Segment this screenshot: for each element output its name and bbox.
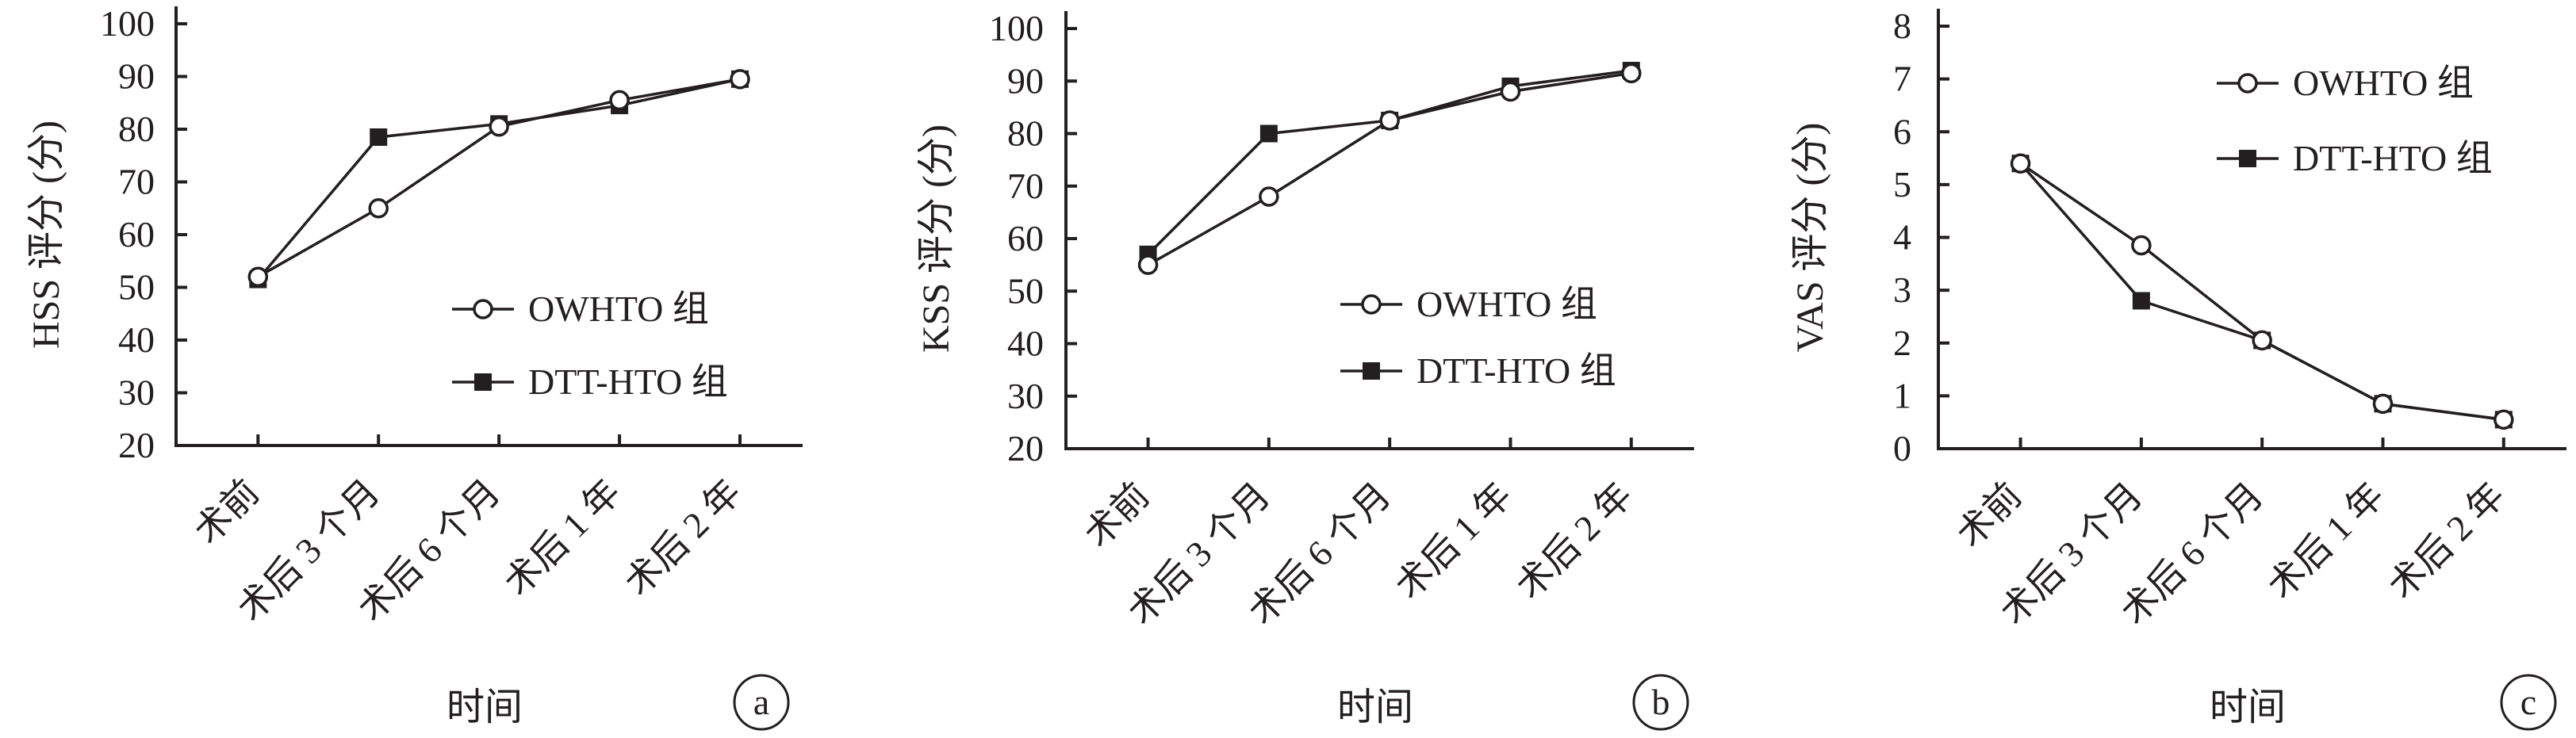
y-tick-label: 50 <box>1007 270 1044 311</box>
data-point-dtt-hto <box>1259 124 1278 143</box>
y-tick-label: 20 <box>118 425 155 465</box>
y-tick-label: 2 <box>1893 323 1911 363</box>
series-line-owhto <box>2019 162 2505 422</box>
legend-marker-dtt-hto <box>474 373 492 391</box>
data-point-owhto <box>1137 254 1159 275</box>
data-point-owhto <box>368 198 389 219</box>
legend-marker-owhto <box>1361 294 1382 315</box>
x-axis-title: 时间 <box>2210 686 2286 728</box>
y-tick-label: 100 <box>989 8 1044 48</box>
data-point-owhto <box>1500 81 1521 102</box>
data-point-owhto <box>2372 393 2394 415</box>
data-point-owhto <box>247 266 269 287</box>
y-tick-label: 1 <box>1893 375 1911 415</box>
data-point-owhto <box>609 90 630 111</box>
data-point-owhto <box>2494 409 2514 430</box>
panel-label-circle <box>733 674 790 731</box>
data-point-owhto <box>730 69 750 90</box>
panel-label-circle <box>2500 674 2557 731</box>
y-tick-label: 70 <box>1007 166 1044 206</box>
y-tick-label: 7 <box>1893 59 1911 99</box>
data-point-owhto <box>2131 235 2152 256</box>
y-axis-title: HSS 评分 (分) <box>25 120 67 349</box>
y-tick-label: 90 <box>1007 60 1044 101</box>
x-tick-label: 术后 1 年 <box>1387 475 1519 606</box>
data-point-dtt-hto <box>2132 292 2150 310</box>
legend-marker-dtt-hto <box>2239 150 2256 167</box>
y-axis-title: VAS 评分 (分) <box>1789 123 1831 353</box>
panel-label-circle <box>1632 674 1689 731</box>
x-tick-label: 术后 1 年 <box>2260 475 2391 606</box>
data-point-owhto <box>489 116 509 137</box>
y-tick-label: 8 <box>1893 6 1911 46</box>
y-tick-label: 30 <box>1007 376 1044 416</box>
data-point-owhto <box>1621 63 1642 84</box>
legend-marker-dtt-hto <box>1363 362 1380 380</box>
panel-label: a <box>753 682 769 722</box>
legend-marker-owhto <box>2237 73 2258 94</box>
data-point-dtt-hto <box>370 128 388 146</box>
y-tick-label: 90 <box>118 56 155 97</box>
y-tick-label: 3 <box>1893 270 1911 310</box>
y-axis-title: KSS 评分 (分) <box>915 124 957 353</box>
y-tick-label: 70 <box>118 162 155 202</box>
y-tick-label: 60 <box>118 214 155 254</box>
legend-label: DTT-HTO 组 <box>528 361 728 402</box>
series-line-dtt-hto <box>2019 163 2505 422</box>
x-axis-title: 时间 <box>447 686 523 728</box>
y-tick-label: 6 <box>1893 111 1911 151</box>
y-tick-label: 80 <box>118 109 155 149</box>
series-line-owhto <box>257 78 741 278</box>
x-tick-label: 术后 2 年 <box>1508 475 1640 606</box>
y-tick-label: 80 <box>1007 113 1044 154</box>
panel-label: c <box>2520 682 2536 722</box>
data-point-owhto <box>2010 153 2031 174</box>
y-tick-label: 20 <box>1007 428 1044 468</box>
y-tick-label: 40 <box>1007 323 1044 364</box>
series-line-dtt-hto <box>256 78 741 281</box>
x-tick-label: 术前 <box>1077 475 1157 555</box>
y-tick-label: 5 <box>1893 164 1911 205</box>
y-tick-label: 100 <box>100 3 155 44</box>
legend-label: OWHTO 组 <box>528 289 709 329</box>
y-tick-label: 30 <box>118 373 155 413</box>
x-axis-title: 时间 <box>1337 686 1413 728</box>
data-point-owhto <box>1259 186 1279 207</box>
x-tick-label: 术后 2 年 <box>617 472 749 603</box>
legend-label: DTT-HTO 组 <box>1416 350 1616 391</box>
x-tick-label: 术前 <box>1949 475 2030 555</box>
series-line-dtt-hto <box>1147 69 1632 256</box>
y-tick-label: 50 <box>118 267 155 308</box>
panel-label: b <box>1652 682 1670 722</box>
legend-label: OWHTO 组 <box>2293 63 2474 103</box>
y-tick-label: 60 <box>1007 218 1044 258</box>
data-point-owhto <box>2252 330 2272 351</box>
legend-label: DTT-HTO 组 <box>2293 138 2493 178</box>
y-tick-label: 0 <box>1893 428 1911 468</box>
y-tick-label: 4 <box>1893 217 1911 258</box>
x-tick-label: 术后 2 年 <box>2381 475 2513 606</box>
legend-label: OWHTO 组 <box>1416 284 1597 324</box>
data-point-owhto <box>1379 110 1400 131</box>
x-tick-label: 术前 <box>186 472 266 552</box>
x-tick-label: 术后 1 年 <box>496 472 628 603</box>
legend-marker-owhto <box>473 299 493 319</box>
y-tick-label: 40 <box>118 319 155 360</box>
series-line-owhto <box>1147 71 1632 266</box>
